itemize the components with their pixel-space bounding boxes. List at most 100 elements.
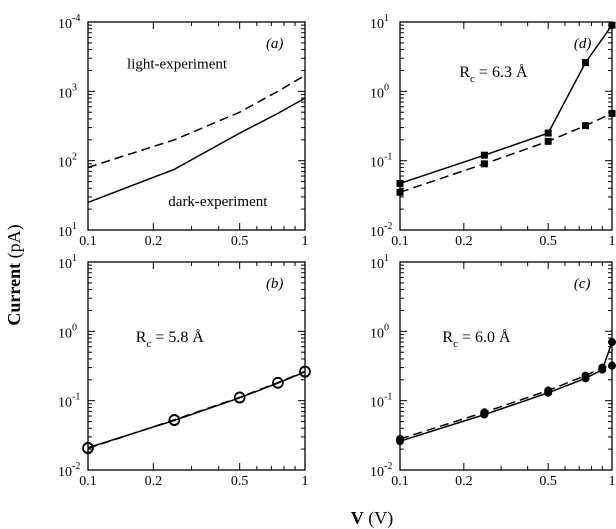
x-tick-label: 0.1 xyxy=(391,234,409,249)
data-point-filled-circle xyxy=(608,338,616,347)
data-point-square xyxy=(480,160,488,168)
y-tick-label-base: 10 xyxy=(370,326,384,341)
y-tick-label-base: 10 xyxy=(58,156,72,171)
x-axis-title-unit: (V) xyxy=(364,508,394,529)
x-tick-label: 0.1 xyxy=(79,234,97,249)
y-tick-label-exponent: -2 xyxy=(384,221,392,232)
rc-label: Rc = 5.8 Å xyxy=(136,328,205,350)
y-tick-label: 102 xyxy=(58,152,77,171)
data-point-filled-circle xyxy=(396,434,404,443)
plot-frame xyxy=(399,21,613,231)
panel-label: (a) xyxy=(266,36,284,52)
y-tick-label: 10-1 xyxy=(370,152,392,171)
data-point-filled-circle xyxy=(608,361,616,370)
series-line-2 xyxy=(87,370,306,450)
y-tick-label-exponent: 1 xyxy=(72,253,77,264)
y-tick-label-exponent: 1 xyxy=(72,221,77,232)
panel-label: (d) xyxy=(574,36,592,52)
rc-label-subscript: c xyxy=(470,73,475,85)
x-tick-label: 0.1 xyxy=(391,474,409,489)
rc-label-symbol: R xyxy=(459,64,470,81)
rc-label-symbol: R xyxy=(136,329,147,346)
data-point-square xyxy=(608,109,616,117)
y-tick-label-exponent: 0 xyxy=(384,322,389,333)
y-tick-label: 10-2 xyxy=(370,221,392,240)
data-point-filled-circle xyxy=(598,363,607,372)
data-point-open-circle xyxy=(272,376,284,389)
rc-label: Rc = 6.3 Å xyxy=(459,63,528,85)
y-tick-label-base: 10 xyxy=(58,257,72,272)
y-tick-label-exponent: -4 xyxy=(72,13,80,24)
rc-label-subscript: c xyxy=(146,338,151,350)
data-point-square xyxy=(608,21,616,29)
x-tick-label: 1 xyxy=(609,234,616,249)
y-tick-label-exponent: -2 xyxy=(72,461,80,472)
y-tick-label-exponent: 3 xyxy=(72,82,77,93)
plot-frame xyxy=(399,261,613,471)
annotation-text: dark-experiment xyxy=(168,194,268,210)
data-point-square xyxy=(396,188,404,196)
data-point-square xyxy=(480,151,488,159)
y-tick-label: 103 xyxy=(58,82,77,101)
x-tick-label: 1 xyxy=(609,474,616,489)
y-tick-label-base: 10 xyxy=(370,465,384,480)
y-tick-label-base: 10 xyxy=(370,156,384,171)
y-tick-label-base: 10 xyxy=(58,326,72,341)
x-tick-label: 1 xyxy=(302,234,309,249)
y-tick-label-exponent: 0 xyxy=(384,82,389,93)
y-axis-title-quantity: Current xyxy=(4,263,24,326)
y-tick-label-exponent: 1 xyxy=(384,253,389,264)
x-tick-label: 0.2 xyxy=(455,234,473,249)
plot-frame xyxy=(87,261,306,471)
annotation-text: light-experiment xyxy=(127,57,228,73)
y-tick-label-base: 10 xyxy=(370,257,384,272)
y-tick-label-base: 10 xyxy=(370,17,384,32)
y-tick-label-base: 10 xyxy=(58,396,72,411)
x-tick-label: 0.2 xyxy=(455,474,473,489)
data-point-filled-circle xyxy=(544,386,553,395)
x-axis-title: V (V) xyxy=(351,508,394,529)
y-tick-label: 101 xyxy=(58,221,77,240)
y-tick-label: 10-2 xyxy=(370,461,392,480)
x-tick-label: 1 xyxy=(302,474,309,489)
series-line-2 xyxy=(399,364,613,440)
data-point-square xyxy=(582,59,590,67)
y-tick-label-base: 10 xyxy=(58,465,72,480)
y-tick-label-base: 10 xyxy=(370,86,384,101)
y-tick-label: 100 xyxy=(370,82,389,101)
y-tick-label: 101 xyxy=(370,253,389,272)
y-tick-label-base: 10 xyxy=(58,225,72,240)
y-tick-label-base: 10 xyxy=(370,396,384,411)
y-tick-label-base: 10 xyxy=(370,225,384,240)
y-axis-title: Current (pA) xyxy=(4,224,25,325)
y-tick-label: 10-4 xyxy=(58,13,80,32)
x-tick-label: 0.5 xyxy=(231,474,249,489)
series-line-1 xyxy=(87,74,306,169)
panel-label: (c) xyxy=(574,276,591,292)
y-tick-label-exponent: -2 xyxy=(384,461,392,472)
data-point-square xyxy=(544,137,552,145)
x-tick-label: 0.5 xyxy=(539,474,557,489)
data-point-square xyxy=(582,122,590,130)
y-axis-title-unit: (pA) xyxy=(4,224,25,263)
panel-a: 0.1 0.2 0.5 110110210310-4(a)light-experime… xyxy=(58,13,309,249)
y-tick-label-base: 10 xyxy=(58,86,72,101)
x-tick-label: 0.2 xyxy=(145,474,163,489)
data-point-open-circle xyxy=(233,391,246,404)
rc-label-value: = 6.3 Å xyxy=(475,63,528,81)
data-point-open-circle xyxy=(168,414,181,426)
rc-label-subscript: c xyxy=(453,338,458,350)
plot-frame xyxy=(87,21,306,231)
x-axis-title-quantity: V xyxy=(351,508,364,528)
series-line-1 xyxy=(399,341,613,442)
data-point-filled-circle xyxy=(581,371,590,380)
y-tick-label-exponent: 0 xyxy=(72,322,77,333)
rc-label-value: = 5.8 Å xyxy=(151,328,204,346)
panel-label: (b) xyxy=(266,276,284,292)
series-line-2 xyxy=(87,97,306,204)
y-tick-label-base: 10 xyxy=(58,17,72,32)
